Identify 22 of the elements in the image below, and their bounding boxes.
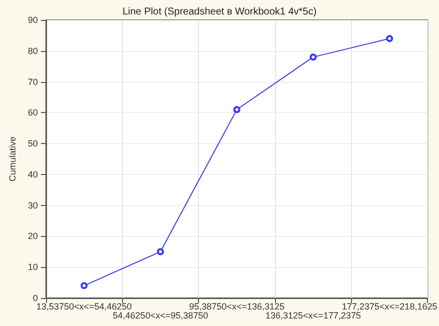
y-tick-label: 0 (32, 293, 38, 303)
chart-title: Line Plot (Spreadsheet в Workbook1 4v*5c) (122, 6, 317, 18)
y-tick-label: 30 (28, 200, 38, 210)
y-tick-label: 50 (28, 138, 38, 149)
y-tick-label: 60 (28, 108, 38, 118)
y-tick-label: 90 (28, 15, 38, 25)
point (386, 35, 394, 42)
y-axis-title: Cumulative (8, 136, 18, 182)
y-tick-label: 20 (28, 231, 38, 242)
x-tick-label: 136,3125<x<=177,2375 (266, 310, 361, 320)
y-tick-label: 70 (28, 76, 38, 87)
point (80, 282, 88, 290)
x-tick-label: 95,38750<x<=136,3125 (189, 302, 284, 312)
y-tick-label: 80 (28, 46, 38, 56)
x-tick-label: 13,53750<x<=54,46250 (36, 302, 132, 312)
y-tick-label: 10 (28, 262, 38, 272)
point (156, 248, 164, 256)
x-tick-label: 177,2375<x<=218,1625 (342, 302, 438, 312)
y-tick-label: 40 (28, 169, 38, 180)
x-tick-label: 54,46250<x<=95,38750 (112, 310, 208, 320)
point (233, 106, 240, 114)
point (310, 54, 317, 61)
